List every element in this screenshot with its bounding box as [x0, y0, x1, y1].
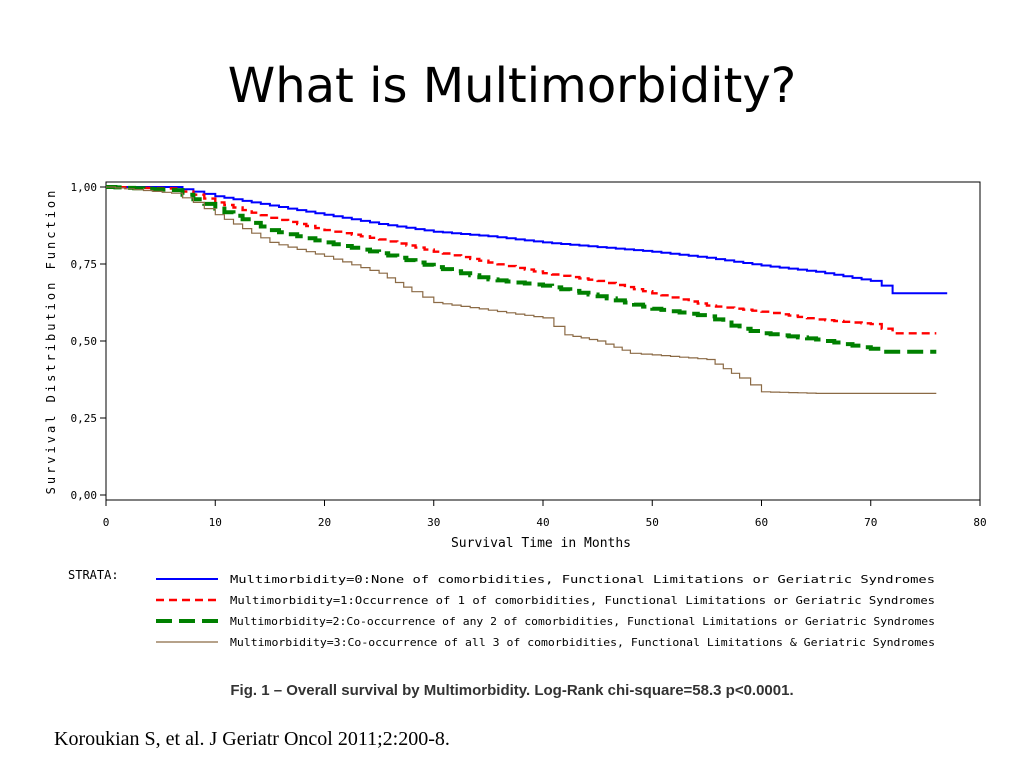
y-tick-label: 0,25: [71, 412, 98, 425]
x-tick-label: 70: [864, 516, 877, 529]
y-tick-label: 1,00: [71, 181, 98, 194]
legend-title: STRATA:: [68, 568, 119, 582]
x-tick-label: 20: [318, 516, 331, 529]
x-tick-label: 40: [536, 516, 549, 529]
y-axis: 0,00 0,25 0,50 0,75 1,00: [71, 181, 106, 502]
x-tick-label: 60: [755, 516, 768, 529]
y-tick-label: 0,75: [71, 258, 98, 271]
survival-chart: Survival Distribution Function Survival …: [44, 181, 987, 649]
legend-label-3: Multimorbidity=3:Co-occurrence of all 3 …: [230, 636, 935, 649]
series-line-3: [106, 186, 937, 394]
x-axis-label: Survival Time in Months: [451, 536, 631, 551]
series-line-0: [106, 186, 948, 295]
legend: Multimorbidity=0:None of comorbidities, …: [156, 573, 935, 649]
x-tick-label: 30: [427, 516, 440, 529]
series-line-1: [106, 185, 937, 335]
plot-frame: [105, 181, 981, 501]
slide-title: What is Multimorbidity?: [227, 58, 797, 114]
x-axis: 0 10 20 30 40 50 60 70 80: [103, 500, 987, 529]
legend-label-2: Multimorbidity=2:Co-occurrence of any 2 …: [230, 615, 935, 628]
y-axis-label: Survival Distribution Function: [44, 188, 58, 495]
x-tick-label: 80: [973, 516, 986, 529]
series-line-2: [106, 185, 937, 354]
figure-caption: Fig. 1 – Overall survival by Multimorbid…: [230, 682, 794, 699]
x-tick-label: 0: [103, 516, 110, 529]
citation: Koroukian S, et al. J Geriatr Oncol 2011…: [54, 728, 450, 750]
legend-label-1: Multimorbidity=1:Occurrence of 1 of como…: [230, 594, 935, 607]
y-tick-label: 0,50: [71, 335, 98, 348]
legend-label-0: Multimorbidity=0:None of comorbidities, …: [230, 573, 935, 586]
series-lines: [106, 185, 948, 394]
y-tick-label: 0,00: [71, 489, 98, 502]
x-tick-label: 50: [646, 516, 659, 529]
x-tick-label: 10: [209, 516, 222, 529]
